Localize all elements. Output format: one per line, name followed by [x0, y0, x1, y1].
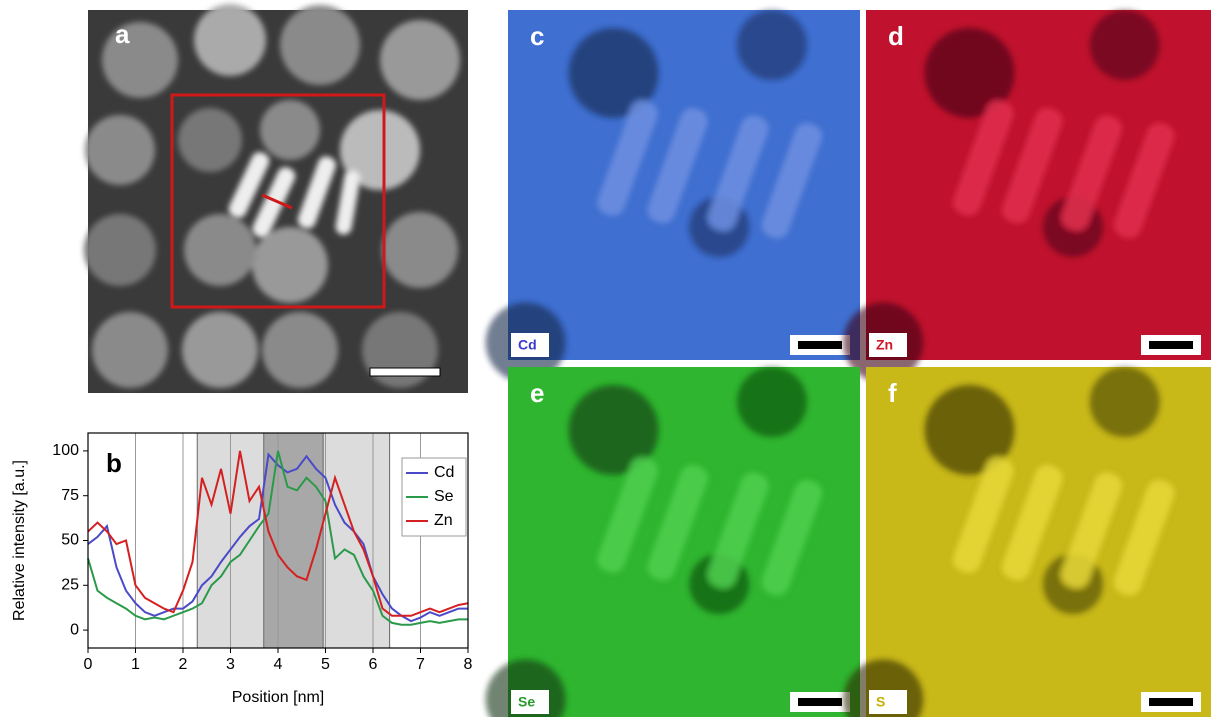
line-chart: 0 1 2 3 4 5 6 7 8 0 25 50 75 100 Cd Se Zn b Position [nm] R…: [11, 433, 472, 706]
legend-label: Zn: [434, 512, 453, 529]
map-panel: d Zn: [843, 10, 1211, 383]
dark-region: [1090, 10, 1160, 80]
scale-bar: [798, 341, 842, 349]
dark-region: [737, 10, 807, 80]
y-tick-label: 0: [70, 621, 79, 638]
map-panel: e Se: [486, 367, 860, 717]
legend-label: Cd: [434, 464, 454, 481]
y-tick-label: 100: [52, 442, 79, 459]
element-label: Zn: [876, 337, 893, 353]
scale-bar: [798, 698, 842, 706]
panel-label: e: [530, 378, 544, 408]
x-tick-label: 4: [274, 656, 283, 673]
panel-label: b: [106, 448, 122, 478]
panel-label: a: [115, 19, 130, 49]
panel-label: f: [888, 378, 897, 408]
element-label: Se: [518, 694, 535, 710]
x-tick-label: 5: [321, 656, 330, 673]
y-tick-label: 25: [61, 577, 79, 594]
element-label: Cd: [518, 337, 537, 353]
y-axis-title: Relative intensity [a.u.]: [11, 460, 28, 621]
scale-bar: [1149, 341, 1193, 349]
map-panel: c Cd: [486, 10, 860, 383]
figure: a cCddZneSefS 0123456780255075100CdSeZnb…: [0, 0, 1211, 717]
x-tick-label: 1: [131, 656, 140, 673]
scale-bar: [1149, 698, 1193, 706]
x-tick-label: 2: [179, 656, 188, 673]
panel-label: c: [530, 21, 544, 51]
x-axis-title: Position [nm]: [232, 689, 324, 706]
label-box: [869, 690, 907, 714]
y-tick-label: 50: [61, 532, 79, 549]
y-tick-label: 75: [61, 487, 79, 504]
x-tick-label: 7: [416, 656, 425, 673]
x-tick-label: 0: [84, 656, 93, 673]
legend-label: Se: [434, 488, 454, 505]
element-label: S: [876, 694, 885, 710]
x-tick-label: 3: [226, 656, 235, 673]
x-tick-label: 8: [464, 656, 473, 673]
micrograph: a: [84, 4, 468, 393]
x-tick-label: 6: [369, 656, 378, 673]
dark-region: [1090, 367, 1160, 437]
panel-label: d: [888, 21, 904, 51]
dark-region: [737, 367, 807, 437]
map-panel: fS: [843, 367, 1211, 717]
